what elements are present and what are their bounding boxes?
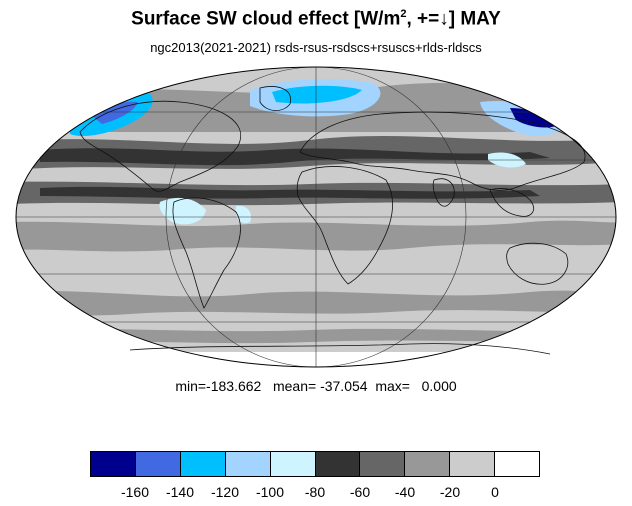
title-main: Surface SW cloud effect [W/m — [131, 8, 401, 30]
amazon-blue — [159, 197, 206, 225]
greenland-outline — [259, 86, 291, 111]
colorbar-tick-label: -100 — [255, 484, 285, 500]
colorbar-tick-label: -160 — [120, 484, 150, 500]
map-subtitle: ngc2013(2021-2021) rsds-rsus-rsdscs+rsus… — [150, 40, 482, 55]
colorbar-tick-label: -20 — [439, 484, 461, 500]
colorbar-box — [495, 452, 540, 476]
north-america-outline — [79, 100, 241, 192]
colorbar-labels: -160 -140 -120 -100 -80 -60 -40 -20 0 — [0, 484, 632, 504]
colorbar-box — [450, 452, 496, 476]
colorbar-box — [315, 452, 361, 476]
world-map — [10, 62, 622, 372]
map-title: Surface SW cloud effect [W/m2, +=↓] MAY — [0, 8, 632, 30]
colorbar-box — [405, 452, 451, 476]
india-outline — [432, 178, 455, 207]
colorbar-tick-label: 0 — [491, 484, 499, 500]
map-statistics: min=-183.662 mean= -37.054 max= 0.000 — [175, 378, 457, 394]
north-america-dark-blue — [92, 101, 138, 124]
colorbar-tick-label: -80 — [304, 484, 326, 500]
eurasia-outline — [299, 111, 586, 191]
colorbar-tick-label: -120 — [210, 484, 240, 500]
globe-border — [15, 66, 617, 368]
colorbar-box — [180, 452, 226, 476]
colorbar-box — [225, 452, 271, 476]
colorbar-box — [135, 452, 181, 476]
title-rest: , +=↓] MAY — [406, 8, 501, 30]
south-america-outline — [172, 197, 241, 309]
antarctica-outline — [129, 343, 551, 355]
colorbar-box — [360, 452, 406, 476]
colorbar-box — [91, 452, 136, 476]
colorbar-tick-label: -40 — [394, 484, 416, 500]
australia-outline — [506, 242, 569, 285]
north-dark-band — [40, 148, 550, 166]
siberia-dark-blue — [272, 85, 362, 104]
graticule — [16, 66, 616, 368]
colorbar-box — [270, 452, 316, 476]
colorbar-tick-label: -140 — [165, 484, 195, 500]
southeast-asia-outline — [489, 188, 534, 217]
colorbar-tick-label: -60 — [349, 484, 371, 500]
title-superscript: 2 — [400, 8, 407, 20]
coastlines — [79, 86, 586, 355]
mollweide-map — [15, 66, 617, 368]
africa-outline — [296, 166, 393, 285]
colorbar — [90, 451, 540, 477]
